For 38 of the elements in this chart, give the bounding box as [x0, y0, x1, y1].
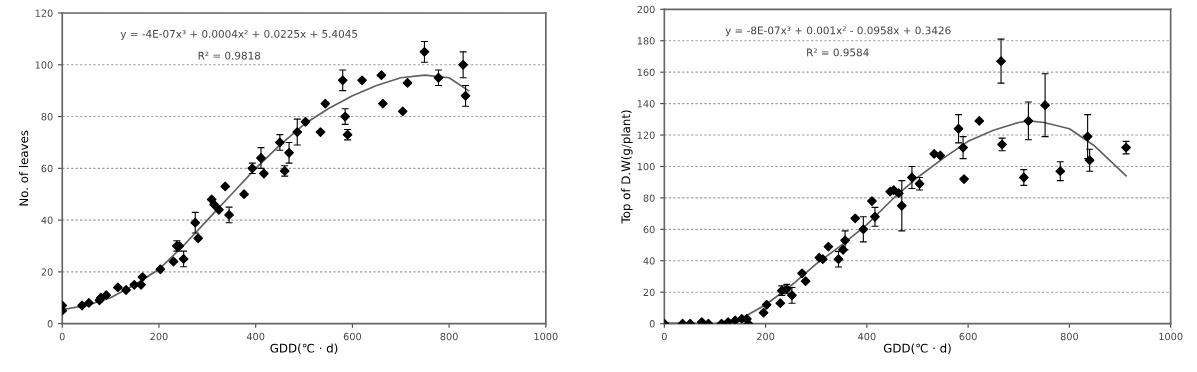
y-tick-label: 140: [637, 100, 655, 108]
y-tick-label: 160: [637, 68, 655, 76]
x-tick-label: 0: [59, 332, 65, 341]
y-tick-label: 120: [637, 131, 655, 139]
y-tick-label: 80: [643, 194, 655, 202]
x-tick-label: 600: [959, 332, 977, 341]
x-tick-label: 600: [343, 332, 362, 341]
y-tick-label: 60: [643, 225, 655, 234]
x-tick-label: 0: [661, 332, 667, 341]
y-tick-label: 200: [637, 5, 655, 14]
annotation: y = -8E-07x³ + 0.001x² - 0.0958x + 0.3426: [725, 26, 951, 37]
y-tick-label: 20: [41, 268, 53, 276]
x-tick-label: 800: [1060, 332, 1079, 341]
x-axis-title: GDD(℃ · d): [270, 343, 338, 354]
annotation: y = -4E-07x³ + 0.0004x² + 0.0225x + 5.4045: [120, 29, 358, 40]
annotation: R² = 0.9584: [807, 48, 869, 57]
x-tick-label: 400: [246, 332, 265, 341]
x-tick-label: 800: [440, 332, 458, 341]
y-tick-label: 0: [649, 320, 655, 328]
x-axis-title: GDD(℃ · d): [883, 343, 951, 354]
x-tick-label: 200: [150, 332, 168, 341]
y-tick-label: 80: [41, 113, 53, 121]
y-tick-label: 100: [637, 162, 655, 171]
y-tick-label: 120: [35, 9, 53, 17]
y-tick-label: 0: [47, 320, 53, 328]
x-tick-label: 400: [858, 332, 876, 341]
y-tick-label: 40: [643, 257, 655, 265]
y-axis-title: No. of leaves: [19, 130, 29, 206]
x-tick-label: 200: [757, 332, 775, 341]
y-tick-label: 180: [637, 37, 655, 45]
x-tick-label: 1000: [1159, 332, 1183, 341]
y-tick-label: 100: [35, 61, 53, 69]
y-tick-label: 20: [643, 288, 655, 297]
y-tick-label: 40: [41, 216, 53, 224]
x-tick-label: 1000: [534, 332, 558, 341]
y-tick-label: 60: [41, 164, 53, 173]
annotation: R² = 0.9818: [198, 51, 261, 60]
y-axis-title: Top of D.W(g/plant): [621, 110, 633, 224]
